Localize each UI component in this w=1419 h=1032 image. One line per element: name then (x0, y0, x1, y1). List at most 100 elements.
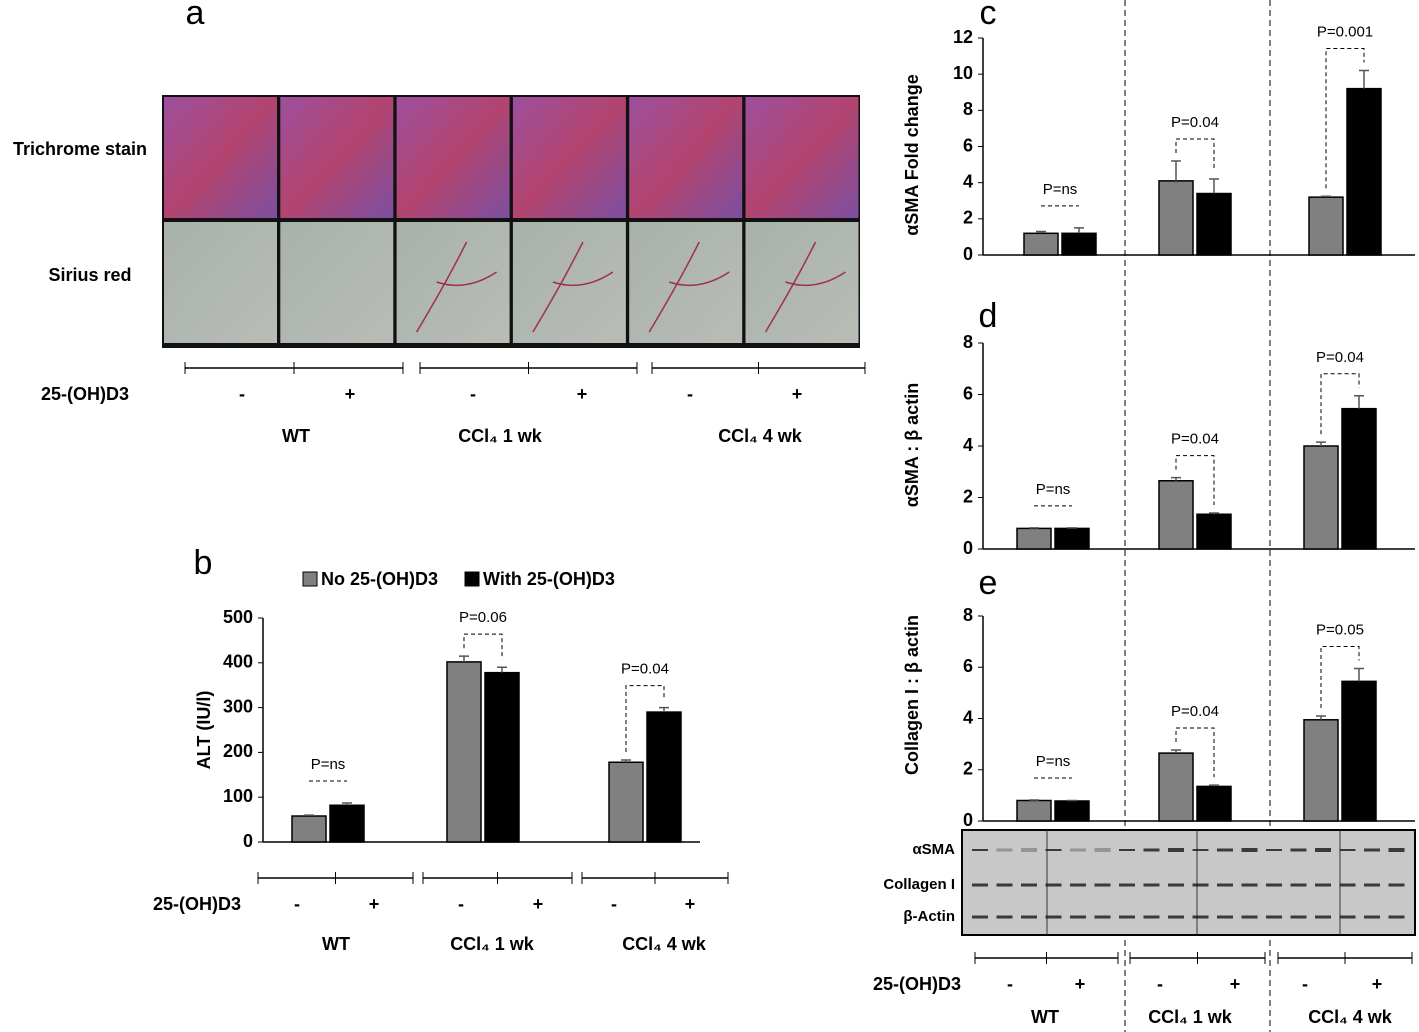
error-bar (1029, 527, 1039, 529)
group-label: CCl₄ 1 wk (458, 426, 543, 446)
error-bar (1036, 230, 1046, 234)
image-frame (162, 95, 860, 348)
y-tick-label: 6 (963, 135, 973, 155)
bar (1303, 719, 1339, 822)
panel-label: c (980, 0, 997, 32)
p-value: P=0.06 (459, 609, 507, 626)
bar (646, 711, 682, 843)
y-tick-label: 8 (963, 99, 973, 119)
treatment-label: 25-(OH)D3 (41, 384, 129, 404)
group-label: CCl₄ 1 wk (450, 934, 535, 954)
group-label: CCl₄ 1 wk (1148, 1007, 1233, 1027)
bar (608, 761, 644, 843)
bar (291, 815, 327, 843)
treatment-level: + (1075, 974, 1086, 994)
error-bar (1316, 441, 1326, 446)
error-bar (1067, 799, 1077, 802)
bar (329, 804, 365, 843)
group-label: WT (322, 934, 350, 954)
error-bar (1321, 195, 1331, 198)
micrograph (164, 97, 277, 218)
micrograph (280, 97, 394, 218)
group-label: CCl₄ 4 wk (718, 426, 803, 446)
error-bar (304, 814, 314, 817)
panel-label: e (979, 564, 998, 602)
y-axis-label: Collagen I : β actin (902, 615, 922, 775)
treatment-level: + (1230, 974, 1241, 994)
p-value: P=0.04 (1171, 431, 1219, 448)
bar (484, 671, 520, 843)
y-tick-label: 2 (963, 208, 973, 228)
y-tick-label: 4 (963, 435, 973, 455)
y-tick-label: 0 (963, 538, 973, 558)
y-tick-label: 4 (963, 171, 973, 191)
y-tick-label: 400 (223, 652, 253, 672)
y-tick-label: 100 (223, 786, 253, 806)
blot-label: αSMA (912, 841, 955, 858)
treatment-level: - (687, 384, 693, 404)
micrographs (164, 97, 859, 343)
y-tick-label: 2 (963, 486, 973, 506)
bar (1158, 752, 1194, 822)
treatment-level: + (1372, 974, 1383, 994)
row-label: Sirius red (48, 265, 131, 285)
blot-bands (972, 830, 1405, 935)
bar (1196, 785, 1232, 822)
treatment-level: - (458, 894, 464, 914)
y-tick-label: 500 (223, 607, 253, 627)
error-bar (459, 655, 469, 662)
group-label: WT (282, 426, 310, 446)
blot-label: β-Actin (903, 908, 955, 925)
western-blot (961, 829, 1416, 936)
p-bracket (1320, 373, 1360, 435)
bar (1196, 192, 1232, 256)
p-value: P=0.04 (1171, 114, 1219, 131)
y-axis-label: αSMA : β actin (902, 383, 922, 507)
bar (1346, 87, 1382, 256)
error-bar (1067, 527, 1077, 529)
treatment-level: + (792, 384, 803, 404)
p-value: P=0.04 (621, 661, 669, 678)
bar (1196, 513, 1232, 550)
p-value: P=0.04 (1316, 349, 1364, 366)
error-bar (1171, 160, 1181, 181)
error-bar (1354, 667, 1364, 682)
group-label: WT (1031, 1007, 1059, 1027)
error-bar (1209, 512, 1219, 515)
treatment-level: - (1302, 974, 1308, 994)
panel-label: a (186, 0, 205, 32)
y-axis-label: ALT (IU/l) (194, 691, 214, 770)
bar (1341, 680, 1377, 822)
micrograph (745, 222, 859, 343)
micrograph (512, 97, 626, 218)
error-bar (1209, 784, 1219, 787)
treatment-level: + (577, 384, 588, 404)
panel-label: d (979, 297, 998, 335)
y-tick-label: 4 (963, 707, 973, 727)
y-tick-label: 2 (963, 759, 973, 779)
micrograph (512, 222, 626, 343)
micrograph (629, 222, 743, 343)
treatment-level: - (294, 894, 300, 914)
p-bracket (1175, 138, 1215, 172)
bar (1016, 527, 1052, 550)
treatment-level: - (1007, 974, 1013, 994)
bar (1303, 445, 1339, 550)
treatment-level: - (611, 894, 617, 914)
treatment-label: 25-(OH)D3 (153, 894, 241, 914)
group-label: CCl₄ 4 wk (1308, 1007, 1393, 1027)
group-label: CCl₄ 4 wk (622, 934, 707, 954)
y-tick-label: 0 (963, 810, 973, 830)
treatment-level: + (685, 894, 696, 914)
error-bar (342, 802, 352, 806)
y-tick-label: 0 (963, 244, 973, 264)
treatment-level: - (1157, 974, 1163, 994)
p-value: P=ns (1043, 181, 1078, 198)
error-bar (497, 666, 507, 673)
p-value: P=0.001 (1317, 24, 1373, 41)
treatment-level: + (345, 384, 356, 404)
treatment-level: - (470, 384, 476, 404)
y-tick-label: 10 (953, 63, 973, 83)
bar (1023, 232, 1059, 256)
